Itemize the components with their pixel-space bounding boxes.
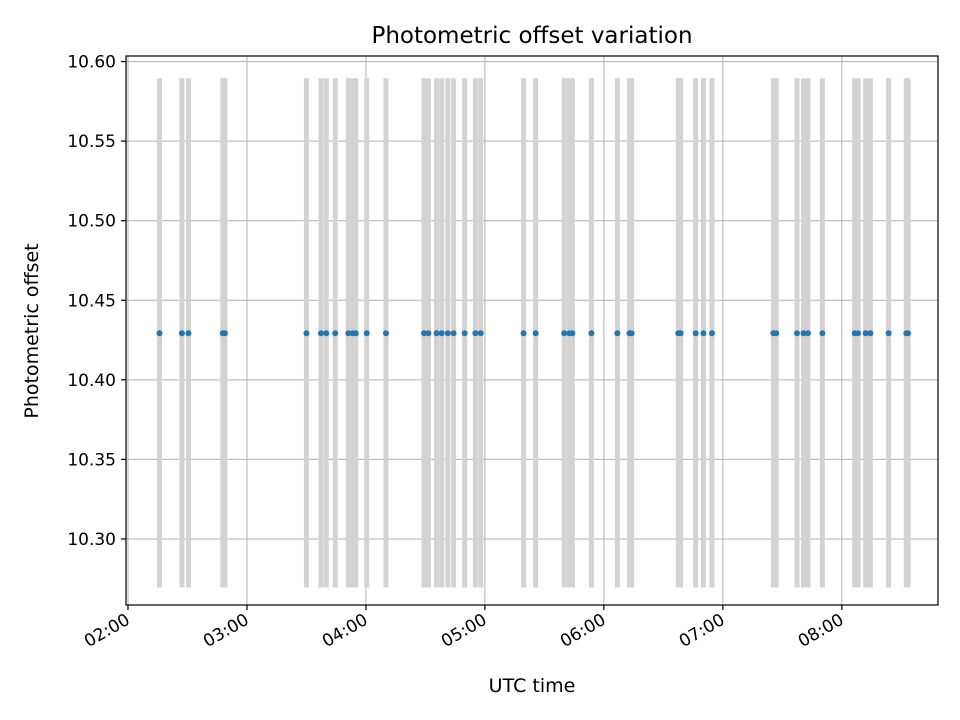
data-point xyxy=(178,330,185,337)
data-point xyxy=(885,330,892,337)
data-point xyxy=(421,330,428,337)
data-point xyxy=(708,330,715,337)
data-point xyxy=(450,330,457,337)
y-tick-label: 10.35 xyxy=(67,450,116,470)
data-point xyxy=(221,330,228,337)
data-point xyxy=(905,330,912,337)
data-point xyxy=(185,330,192,337)
data-point xyxy=(332,330,339,337)
chart-title: Photometric offset variation xyxy=(371,23,692,49)
data-point xyxy=(867,330,874,337)
data-point xyxy=(444,330,451,337)
data-point xyxy=(461,330,468,337)
data-point xyxy=(425,330,432,337)
data-point xyxy=(532,330,539,337)
point-layer xyxy=(156,330,912,337)
data-point xyxy=(700,330,707,337)
y-tick-label: 10.30 xyxy=(67,530,116,550)
data-point xyxy=(614,330,621,337)
data-point xyxy=(352,330,359,337)
plot-frame xyxy=(125,55,939,606)
y-tick-label: 10.55 xyxy=(67,132,116,152)
x-axis-label: UTC time xyxy=(489,675,576,697)
data-point xyxy=(520,330,527,337)
data-point xyxy=(804,330,811,337)
data-point xyxy=(773,330,780,337)
data-point xyxy=(677,330,684,337)
y-tick-label: 10.60 xyxy=(67,53,116,73)
y-tick-label: 10.45 xyxy=(67,291,116,311)
data-point xyxy=(472,330,479,337)
data-point xyxy=(438,330,445,337)
data-point xyxy=(561,330,568,337)
data-point xyxy=(382,330,389,337)
data-point xyxy=(363,330,370,337)
data-point xyxy=(628,330,635,337)
data-point xyxy=(588,330,595,337)
y-axis-label: Photometric offset xyxy=(21,243,43,418)
data-point xyxy=(303,330,310,337)
data-point xyxy=(317,330,324,337)
data-point xyxy=(156,330,163,337)
data-point xyxy=(345,330,352,337)
data-point xyxy=(433,330,440,337)
data-point xyxy=(323,330,330,337)
data-point xyxy=(855,330,862,337)
y-tick-label: 10.50 xyxy=(67,212,116,232)
data-point xyxy=(862,330,869,337)
data-point xyxy=(794,330,801,337)
y-tick-label: 10.40 xyxy=(67,371,116,391)
data-point xyxy=(800,330,807,337)
data-point xyxy=(477,330,484,337)
data-point xyxy=(692,330,699,337)
data-point xyxy=(569,330,576,337)
data-point xyxy=(819,330,826,337)
